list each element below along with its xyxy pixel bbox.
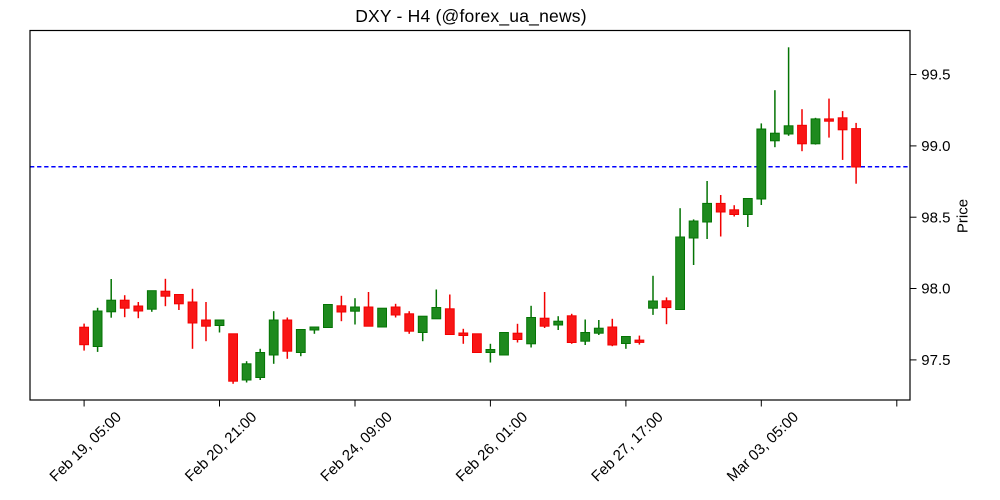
svg-text:DXY - H4 (@forex_ua_news): DXY - H4 (@forex_ua_news) bbox=[355, 6, 587, 27]
svg-text:99.0: 99.0 bbox=[921, 138, 950, 155]
svg-text:98.0: 98.0 bbox=[921, 281, 950, 298]
svg-text:99.5: 99.5 bbox=[921, 67, 950, 84]
svg-text:98.5: 98.5 bbox=[921, 209, 950, 226]
svg-text:Price: Price bbox=[955, 199, 972, 233]
svg-text:97.5: 97.5 bbox=[921, 352, 950, 369]
